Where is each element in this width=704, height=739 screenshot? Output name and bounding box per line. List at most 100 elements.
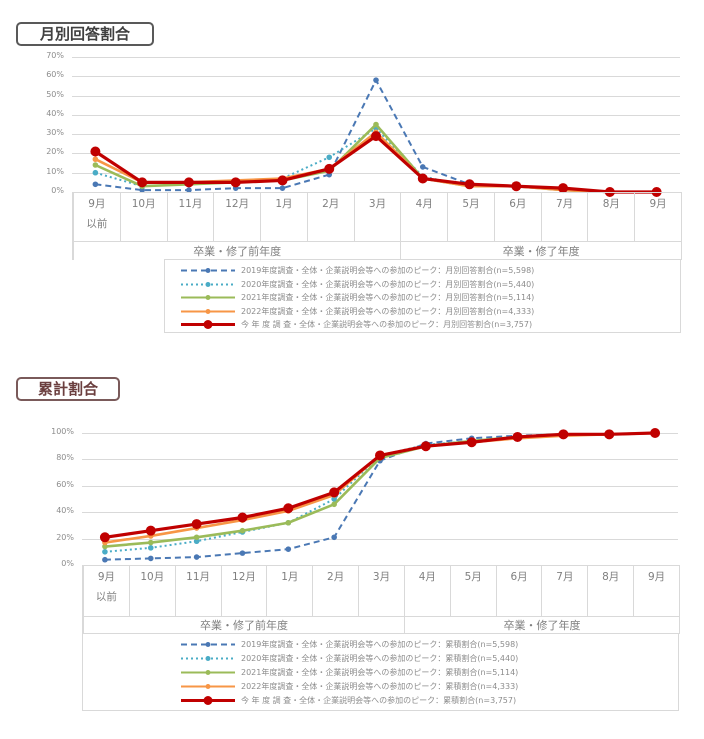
data-point-marker: [92, 162, 99, 168]
data-point-marker: [139, 187, 145, 193]
data-point-marker: [237, 512, 248, 523]
y-tick-label: 40%: [56, 506, 74, 516]
category-month: 8月: [602, 198, 620, 210]
data-point-marker: [511, 181, 522, 192]
data-point-marker: [558, 183, 569, 194]
legend-label: 今 年 度 調 査・全体・企業説明会等への参加のピーク：月別回答割合(n=3,7…: [241, 320, 533, 329]
cumulative-chart-legend: 2019年度調査・全体・企業説明会等への参加のピーク：累積割合(n=5,598)…: [82, 633, 679, 711]
monthly-chart-legend: 2019年度調査・全体・企業説明会等への参加のピーク：月別回答割合(n=5,59…: [164, 259, 681, 333]
category-label: 1月: [260, 193, 307, 241]
data-point-marker: [99, 532, 110, 543]
data-point-marker: [102, 556, 108, 563]
y-tick-label: 60%: [46, 70, 64, 80]
category-month-suffix: 以前: [86, 218, 108, 230]
category-label: 4月: [400, 193, 447, 241]
category-label: 9月 以前: [73, 193, 120, 241]
legend-entry: 2020年度調査・全体・企業説明会等への参加のピーク：月別回答割合(n=5,44…: [179, 278, 679, 291]
data-point-marker: [186, 187, 192, 193]
category-label: 12月: [213, 193, 260, 241]
data-point-marker: [329, 487, 340, 498]
legend-entry: 今 年 度 調 査・全体・企業説明会等への参加のピーク：月別回答割合(n=3,7…: [179, 318, 679, 331]
data-point-marker: [230, 177, 241, 188]
gridline: [82, 512, 678, 514]
category-label: 2月: [306, 193, 354, 241]
data-point-marker: [102, 543, 108, 550]
category-table: 9月 以前 10月 11月 12月 1月 2月 3月 4月 5月 6月 7月 8月 9月 卒業・修了前年度卒…: [82, 565, 680, 634]
category-label: 2月: [312, 566, 358, 616]
data-point-marker: [373, 77, 379, 83]
data-point-marker: [326, 154, 333, 161]
category-label: 5月: [449, 566, 496, 616]
y-tick-label: 100%: [51, 427, 74, 436]
data-point-marker: [193, 534, 200, 541]
data-point-marker: [145, 525, 156, 536]
y-tick-label: 70%: [46, 51, 64, 60]
data-point-marker: [277, 175, 288, 186]
legend-line-icon: [181, 320, 235, 329]
category-group-label: 卒業・修了前年度: [83, 616, 404, 634]
data-point-marker: [92, 181, 99, 188]
gridline: [72, 172, 680, 174]
category-month: 4月: [415, 198, 433, 210]
data-point-marker: [331, 501, 337, 508]
category-month: 8月: [602, 571, 620, 583]
data-point-marker: [90, 146, 101, 157]
category-month: 11月: [186, 571, 211, 583]
category-month: 10月: [140, 571, 165, 583]
category-label: 8月: [587, 566, 633, 616]
category-label: 10月: [119, 193, 167, 241]
legend-label: 2021年度調査・全体・企業説明会等への参加のピーク：月別回答割合(n=5,11…: [241, 293, 535, 302]
data-point-marker: [604, 429, 615, 440]
data-point-marker: [373, 121, 379, 128]
legend-line-icon: [181, 684, 235, 689]
category-month: 9月: [97, 571, 116, 583]
y-tick-label: 0%: [51, 186, 64, 195]
category-month: 7月: [556, 571, 574, 583]
category-label: 9月: [633, 566, 679, 616]
data-point-marker: [92, 156, 99, 163]
data-point-marker: [285, 519, 292, 526]
data-point-marker: [650, 428, 661, 438]
legend-line-icon: [181, 268, 235, 273]
data-point-marker: [417, 173, 428, 184]
category-group-label: 卒業・修了年度: [403, 616, 679, 634]
y-tick-label: 20%: [46, 147, 64, 157]
category-label: 7月: [541, 566, 587, 616]
category-month: 9月: [647, 571, 666, 583]
y-tick-label: 50%: [46, 89, 64, 99]
legend-label: 2019年度調査・全体・企業説明会等への参加のピーク：累積割合(n=5,598): [241, 640, 519, 649]
data-point-marker: [371, 131, 381, 142]
legend-line-icon: [181, 295, 235, 300]
legend-label: 2020年度調査・全体・企業説明会等への参加のピーク：月別回答割合(n=5,44…: [241, 279, 535, 289]
legend-entry: 2022年度調査・全体・企業説明会等への参加のピーク：月別回答割合(n=4,33…: [179, 305, 679, 318]
data-point-marker: [191, 519, 202, 530]
gridline: [82, 485, 678, 487]
category-label: 9月: [634, 193, 681, 241]
category-month: 12月: [225, 198, 250, 210]
data-point-marker: [464, 179, 475, 190]
y-tick-label: 30%: [46, 128, 64, 138]
data-point-marker: [419, 164, 426, 170]
monthly-ratio-title: 月別回答割合: [16, 22, 154, 46]
gridline: [72, 76, 680, 78]
category-label: 3月: [358, 566, 404, 616]
category-label: 1月: [266, 566, 312, 616]
gridline: [72, 57, 680, 58]
category-month: 4月: [418, 571, 436, 583]
category-label: 5月: [447, 193, 494, 241]
gridline: [82, 433, 678, 434]
legend-label: 2021年度調査・全体・企業説明会等への参加のピーク：累積割合(n=5,114): [241, 668, 519, 677]
category-group-label: 卒業・修了前年度: [73, 241, 401, 260]
data-point-marker: [375, 450, 385, 461]
category-month: 2月: [327, 571, 345, 583]
data-point-marker: [102, 549, 108, 555]
category-month: 1月: [275, 198, 293, 210]
legend-entry: 2021年度調査・全体・企業説明会等への参加のピーク：累積割合(n=5,114): [179, 666, 679, 679]
category-month: 12月: [232, 571, 256, 583]
category-month: 5月: [462, 198, 480, 210]
data-point-marker: [285, 546, 292, 552]
data-point-marker: [147, 539, 154, 546]
data-point-marker: [193, 538, 200, 545]
cumulative-ratio-title: 累計割合: [16, 377, 120, 401]
category-month: 2月: [322, 198, 340, 210]
